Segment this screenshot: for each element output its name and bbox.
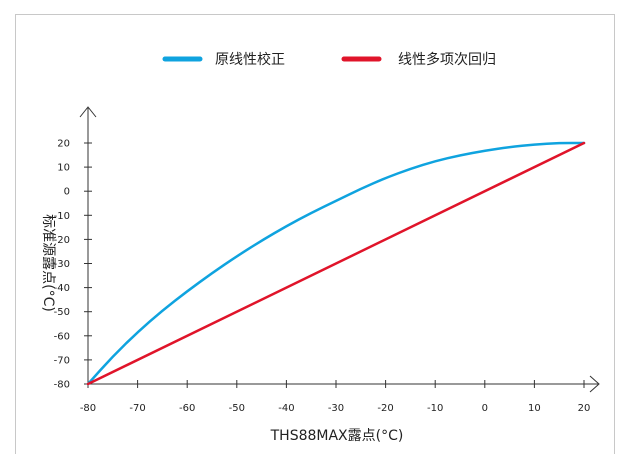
legend: 原线性校正 线性多项次回归 [162,51,496,68]
x-tick-label: 10 [528,403,541,414]
y-tick-label: 0 [64,187,70,198]
y-tick-label: -30 [54,259,70,270]
y-tick-label: -70 [54,355,70,366]
y-tick-label: -40 [54,283,70,294]
x-tick-label: -60 [179,403,195,414]
x-tick-label: -50 [229,403,245,414]
y-tick-label: 10 [57,163,70,174]
x-axis-arrow [589,375,600,393]
x-tick-label: -80 [80,403,96,414]
y-axis-arrow [79,106,97,118]
y-tick-label: -80 [54,380,70,391]
y-tick-label: -60 [54,331,70,342]
x-tick-label: -10 [427,403,443,414]
x-tick-label: -20 [377,403,393,414]
legend-label: 原线性校正 [215,51,285,68]
x-tick-label: -40 [278,403,294,414]
y-tick-label: -20 [54,235,70,246]
x-tick-label: 0 [482,403,488,414]
y-tick-label: -50 [54,307,70,318]
series-line-original-linear [86,141,586,386]
series-line-polynomial-regression [86,141,586,386]
x-tick-label: -70 [129,403,145,414]
chart-frame [15,14,615,454]
y-tick-label: -10 [54,211,70,222]
y-tick-label: 20 [57,139,70,150]
y-axis-title: 标准源露点(°C) [40,214,56,312]
axes: -80 -70 -60 -50 -40 -30 -20 -10 0 10 20 -80 -70 -60 -5… [54,106,600,414]
x-tick-label: -30 [328,403,344,414]
x-tick-label: 20 [578,403,591,414]
legend-label: 线性多项次回归 [398,51,496,68]
series-layer [86,141,586,386]
x-axis-title: THS88MAX露点(°C) [270,428,404,444]
